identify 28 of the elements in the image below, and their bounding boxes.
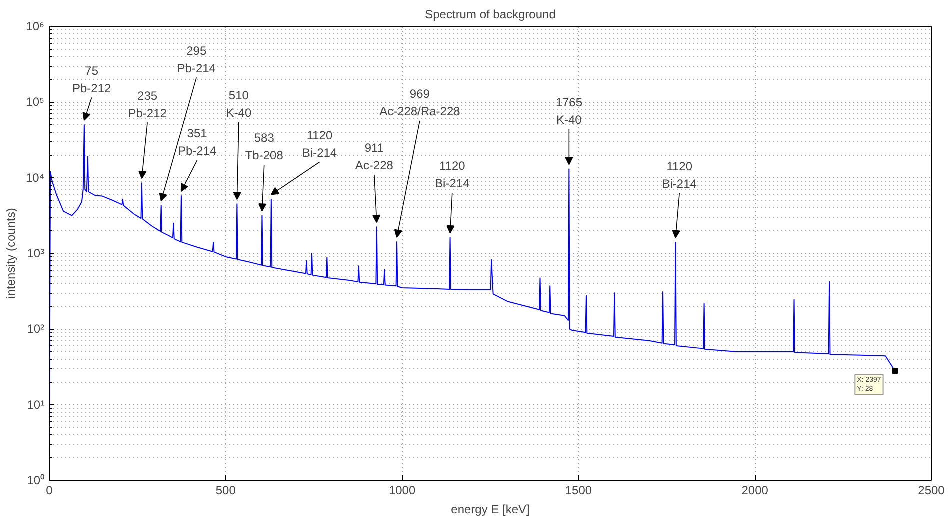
annotation: 969 Ac-228/Ra-228 [380, 87, 461, 119]
chart-title: Spectrum of background [425, 8, 556, 22]
x-tick-label: 1500 [565, 484, 592, 498]
annotation: 295 Pb-214 [177, 44, 216, 76]
x-tick-label: 0 [46, 484, 54, 498]
y-tick-label: 10² [27, 322, 45, 336]
annotation: 75 Pb-212 [72, 64, 112, 96]
x-axis-title: energy E [keV] [451, 502, 530, 516]
y-tick-label: 10⁶ [26, 20, 45, 34]
annotation: 583 Tb-208 [245, 131, 284, 163]
x-tick-label: 2000 [742, 484, 769, 498]
y-tick-label: 10⁴ [26, 170, 45, 185]
y-axis-title: intensity (counts) [4, 208, 18, 299]
annotation: 235 Pb-212 [128, 88, 168, 120]
annotation: 1120 Bi-214 [302, 128, 338, 160]
annotation: 510 K-40 [226, 88, 252, 120]
annotation: 351 Pb-214 [178, 126, 217, 158]
y-tick-label: 10³ [27, 246, 45, 260]
annotation: 1765 K-40 [556, 95, 583, 127]
annotation: 1120 Bi-214 [662, 159, 698, 191]
annotation: 1120 Bi-214 [435, 159, 470, 191]
y-tick-label: 10⁰ [27, 474, 45, 488]
y-tick-label: 10¹ [27, 398, 45, 412]
annotation: 911 Ac-228 [355, 141, 394, 173]
x-tick-label: 1000 [388, 484, 416, 498]
x-tick-label: 500 [216, 484, 236, 498]
y-tick-label: 10⁵ [26, 95, 45, 110]
x-tick-label: 2500 [918, 484, 946, 498]
